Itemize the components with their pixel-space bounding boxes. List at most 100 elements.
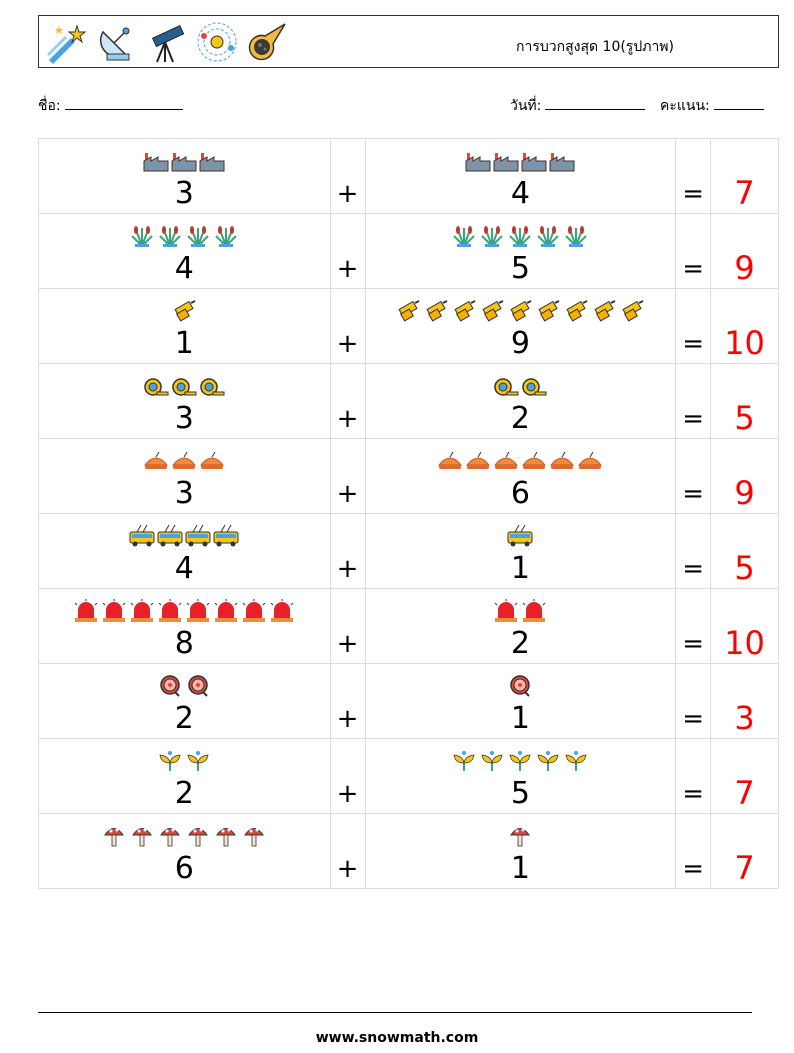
factory-icon <box>549 149 575 177</box>
answer[interactable]: 5 <box>734 549 755 587</box>
tape-measure-icon <box>521 374 547 402</box>
plus-sign: + <box>336 704 359 734</box>
reed-plant-icon <box>507 224 533 252</box>
factory-icon <box>521 149 547 177</box>
addend-b-cell: 4 <box>364 138 677 214</box>
equals-cell: = <box>675 438 712 514</box>
addend-a: 4 <box>174 551 194 586</box>
worksheet-header: การบวกสูงสุด 10(รูปภาพ) <box>38 15 779 68</box>
footer-url[interactable]: www.snowmath.com <box>315 1030 479 1046</box>
addend-a: 4 <box>174 251 194 286</box>
addend-b: 1 <box>510 851 530 886</box>
problem-row: 3 +4 = 7 <box>38 138 779 214</box>
addend-a-pictures <box>157 672 211 702</box>
sprout-icon <box>507 749 533 777</box>
answer[interactable]: 7 <box>734 774 755 812</box>
addend-a-cell: 2 <box>38 663 331 739</box>
answer-cell[interactable]: 9 <box>710 213 779 289</box>
tape-measure-icon <box>199 374 225 402</box>
plus-cell: + <box>329 813 366 889</box>
date-field[interactable]: วันที่: <box>510 95 646 117</box>
addend-a-cell: 4 <box>38 213 331 289</box>
addend-a-cell: 6 <box>38 813 331 889</box>
equals-cell: = <box>675 363 712 439</box>
tape-measure-icon <box>143 374 169 402</box>
answer-cell[interactable]: 3 <box>710 663 779 739</box>
plus-sign: + <box>336 254 359 284</box>
answer-cell[interactable]: 7 <box>710 813 779 889</box>
answer-cell[interactable]: 5 <box>710 513 779 589</box>
plus-cell: + <box>329 138 366 214</box>
answer-cell[interactable]: 10 <box>710 288 779 364</box>
addend-a-pictures <box>143 372 225 402</box>
addend-b-cell: 6 <box>364 438 677 514</box>
addend-a-cell: 3 <box>38 363 331 439</box>
addend-b-pictures <box>493 372 547 402</box>
addend-b: 6 <box>510 476 530 511</box>
reed-plant-icon <box>451 224 477 252</box>
date-label: วันที่: <box>510 98 542 114</box>
addend-b-cell: 5 <box>364 738 677 814</box>
reed-plant-icon <box>185 224 211 252</box>
addend-b-cell: 5 <box>364 213 677 289</box>
mushroom-icon <box>507 824 533 852</box>
equals-sign: = <box>682 554 705 584</box>
sprout-icon <box>563 749 589 777</box>
answer-cell[interactable]: 10 <box>710 588 779 664</box>
answer[interactable]: 7 <box>734 174 755 212</box>
addend-a-cell: 3 <box>38 438 331 514</box>
score-label: คะแนน: <box>660 98 710 114</box>
plus-sign: + <box>336 479 359 509</box>
addend-b-pictures <box>507 672 533 702</box>
score-line[interactable] <box>713 96 764 110</box>
answer-cell[interactable]: 7 <box>710 138 779 214</box>
addend-a: 1 <box>174 326 194 361</box>
sprout-icon <box>535 749 561 777</box>
factory-icon <box>493 149 519 177</box>
addend-a-cell: 2 <box>38 738 331 814</box>
answer[interactable]: 5 <box>734 399 755 437</box>
addend-a-cell: 4 <box>38 513 331 589</box>
plus-cell: + <box>329 588 366 664</box>
score-field[interactable]: คะแนน: <box>660 95 764 117</box>
addend-a-cell: 3 <box>38 138 331 214</box>
trolleybus-icon <box>157 524 183 552</box>
plus-sign: + <box>336 629 359 659</box>
trolleybus-icon <box>185 524 211 552</box>
answer[interactable]: 9 <box>734 474 755 512</box>
answer[interactable]: 10 <box>724 324 765 362</box>
mushroom-icon <box>185 824 211 852</box>
answer[interactable]: 3 <box>734 699 755 737</box>
problem-row: 1 +9 = 10 <box>38 288 779 364</box>
sprout-icon <box>479 749 505 777</box>
siren-icon <box>213 599 239 627</box>
addend-b: 2 <box>510 626 530 661</box>
factory-icon <box>465 149 491 177</box>
addend-a-cell: 8 <box>38 588 331 664</box>
plus-cell: + <box>329 363 366 439</box>
answer-cell[interactable]: 5 <box>710 363 779 439</box>
answer[interactable]: 9 <box>734 249 755 287</box>
equals-cell: = <box>675 738 712 814</box>
answer-cell[interactable]: 9 <box>710 438 779 514</box>
yellow-tool-icon <box>423 299 449 327</box>
answer[interactable]: 7 <box>734 849 755 887</box>
mushroom-icon <box>101 824 127 852</box>
name-field[interactable]: ชื่อ: <box>38 95 183 117</box>
answer-cell[interactable]: 7 <box>710 738 779 814</box>
answer[interactable]: 10 <box>724 624 765 662</box>
tape-measure-icon <box>171 374 197 402</box>
equals-cell: = <box>675 588 712 664</box>
equals-sign: = <box>682 704 705 734</box>
siren-icon <box>269 599 295 627</box>
equals-sign: = <box>682 479 705 509</box>
header-icons <box>45 20 289 64</box>
pie-icon <box>171 449 197 477</box>
date-line[interactable] <box>545 96 646 110</box>
sprout-icon <box>185 749 211 777</box>
footer-divider <box>38 1012 752 1013</box>
addend-a-pictures <box>143 147 225 177</box>
addend-b-cell: 9 <box>364 288 677 364</box>
equals-sign: = <box>682 254 705 284</box>
name-line[interactable] <box>64 96 183 110</box>
